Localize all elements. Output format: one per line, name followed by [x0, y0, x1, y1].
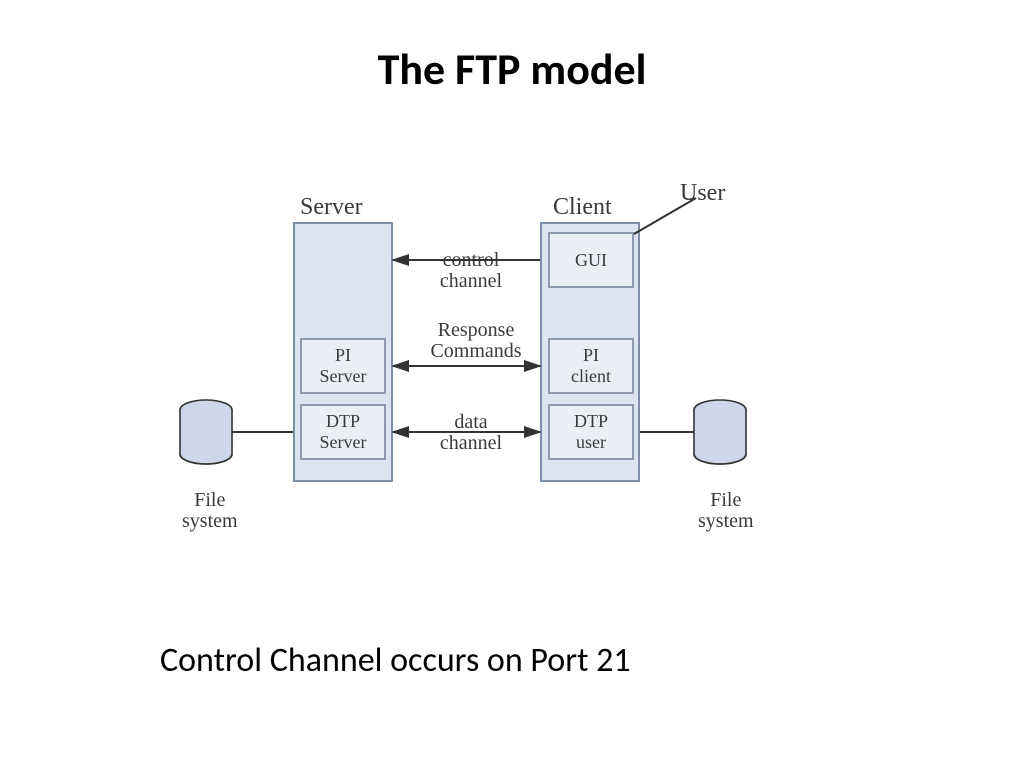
- slide: The FTP model Server Client User PIServe…: [0, 0, 1024, 768]
- footer-text: Control Channel occurs on Port 21: [160, 640, 631, 681]
